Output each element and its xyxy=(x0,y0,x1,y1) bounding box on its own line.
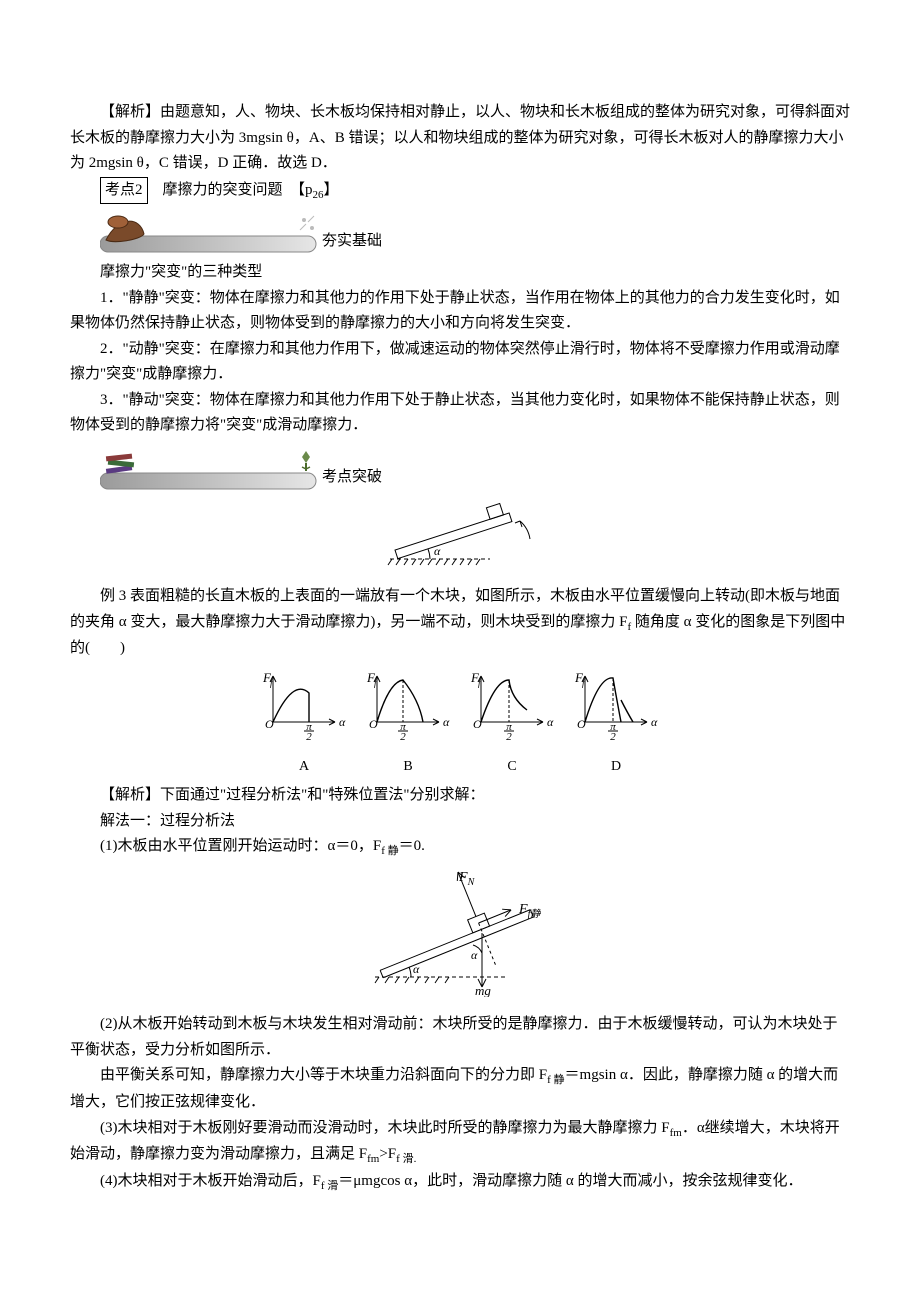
chart-B: FfOαπ2B xyxy=(365,670,451,779)
type-3: 3．"静动"突变：物体在摩擦力和其他力作用下处于静止状态，当其他力变化时，如果物… xyxy=(70,388,850,439)
solution-step-1a: (1)木板由水平位置刚开始运动时：α＝0，F xyxy=(100,838,381,854)
topic-2-ref: 【p xyxy=(298,182,313,198)
svg-text:2: 2 xyxy=(400,731,406,743)
topic-2-ref-page: 26 xyxy=(313,189,324,201)
solution-step-4-sub3: f 滑. xyxy=(396,1153,416,1165)
topic-2-title: 摩擦力的突变问题 xyxy=(148,182,298,198)
svg-text:2: 2 xyxy=(306,731,312,743)
option-charts: FfOαπ2A FfOαπ2B FfOαπ2C FfOαπ2D xyxy=(70,670,850,779)
type-1: 1．"静静"突变：物体在摩擦力和其他力的作用下处于静止状态，当作用在物体上的其他… xyxy=(70,286,850,337)
chart-A-label: A xyxy=(261,755,347,779)
solution-step-1-sub: f 静 xyxy=(381,845,398,857)
solution-step-5-sub: f 滑 xyxy=(321,1180,338,1192)
solution-step-5a: (4)木块相对于木板开始滑动后，F xyxy=(100,1173,321,1189)
solution-step-4-sub1: fm xyxy=(670,1127,682,1139)
solution-step-4: (3)木块相对于木板刚好要滑动而没滑动时，木块此时所受的静摩擦力为最大静摩擦力 … xyxy=(70,1116,850,1169)
example-3: 例 3 表面粗糙的长直木板的上表面的一端放有一个木块，如图所示，木板由水平位置缓… xyxy=(70,584,850,662)
svg-text:2: 2 xyxy=(506,731,512,743)
fbd-svg: mg α α FN Ff静 xyxy=(355,867,565,997)
chart-D: FfOαπ2D xyxy=(573,670,659,779)
banner-basics-icon xyxy=(100,210,320,256)
solution-method-1: 解法一：过程分析法 xyxy=(70,809,850,835)
topic-2-box: 考点2 xyxy=(100,177,148,205)
banner-basics: 夯实基础 xyxy=(100,210,850,256)
chart-C-label: C xyxy=(469,755,555,779)
chart-D-label: D xyxy=(573,755,659,779)
solution-intro: 【解析】下面通过"过程分析法"和"特殊位置法"分别求解： xyxy=(70,783,850,809)
svg-text:α: α xyxy=(443,715,450,729)
topic-2-ref-end: 】 xyxy=(324,182,339,198)
svg-text:α: α xyxy=(339,715,346,729)
solution-step-4a: (3)木块相对于木板刚好要滑动而没滑动时，木块此时所受的静摩擦力为最大静摩擦力 … xyxy=(100,1120,670,1136)
chart-B-label: B xyxy=(365,755,451,779)
solution-step-1: (1)木板由水平位置刚开始运动时：α＝0，Ff 静＝0. xyxy=(70,834,850,861)
fbd-mg-label: mg xyxy=(475,983,491,997)
banner-breakthrough-icon xyxy=(100,445,320,493)
chart-A: FfOαπ2A xyxy=(261,670,347,779)
banner-breakthrough-caption: 考点突破 xyxy=(320,465,382,493)
example-3-label: 例 3 xyxy=(100,588,130,604)
analysis-paragraph-1: 【解析】由题意知，人、物块、长木板均保持相对静止，以人、物块和长木板组成的整体为… xyxy=(70,100,850,177)
fbd-ff-label: Ff静 xyxy=(518,902,541,920)
solution-step-1b: ＝0. xyxy=(399,838,425,854)
plank-alpha-label: α xyxy=(434,544,441,558)
types-intro: 摩擦力"突变"的三种类型 xyxy=(70,260,850,286)
solution-step-5b: ＝μmgcos α，此时，滑动摩擦力随 α 的增大而减小，按余弦规律变化． xyxy=(338,1173,802,1189)
solution-step-3a: 由平衡关系可知，静摩擦力大小等于木块重力沿斜面向下的分力即 F xyxy=(100,1067,547,1083)
svg-text:O: O xyxy=(265,717,274,731)
svg-text:O: O xyxy=(473,717,482,731)
solution-step-4-sub2: fm xyxy=(367,1153,379,1165)
solution-step-3-sub: f 静 xyxy=(547,1074,564,1086)
solution-step-4c: >F xyxy=(379,1146,396,1162)
svg-text:α: α xyxy=(651,715,658,729)
plank-svg: α xyxy=(380,499,540,569)
topic-2-line: 考点2 摩擦力的突变问题 【p26】 xyxy=(100,177,850,205)
banner-breakthrough: 考点突破 xyxy=(100,445,850,493)
free-body-diagram: mg α α FN Ff静 xyxy=(70,867,850,1007)
banner-basics-caption: 夯实基础 xyxy=(320,229,382,257)
plank-figure: α xyxy=(70,499,850,579)
svg-text:O: O xyxy=(577,717,586,731)
solution-step-2: (2)从木板开始转动到木板与木块发生相对滑动前：木块所受的是静摩擦力．由于木板缓… xyxy=(70,1012,850,1063)
fbd-fn-label: FN xyxy=(458,870,476,888)
fbd-alpha2: α xyxy=(471,948,478,962)
solution-step-3: 由平衡关系可知，静摩擦力大小等于木块重力沿斜面向下的分力即 Ff 静＝mgsin… xyxy=(70,1063,850,1115)
solution-step-5: (4)木块相对于木板开始滑动后，Ff 滑＝μmgcos α，此时，滑动摩擦力随 … xyxy=(70,1169,850,1196)
svg-text:O: O xyxy=(369,717,378,731)
fbd-alpha1: α xyxy=(413,962,420,976)
svg-text:α: α xyxy=(547,715,554,729)
chart-C: FfOαπ2C xyxy=(469,670,555,779)
type-2: 2．"动静"突变：在摩擦力和其他力作用下，做减速运动的物体突然停止滑行时，物体将… xyxy=(70,337,850,388)
svg-text:2: 2 xyxy=(610,731,616,743)
